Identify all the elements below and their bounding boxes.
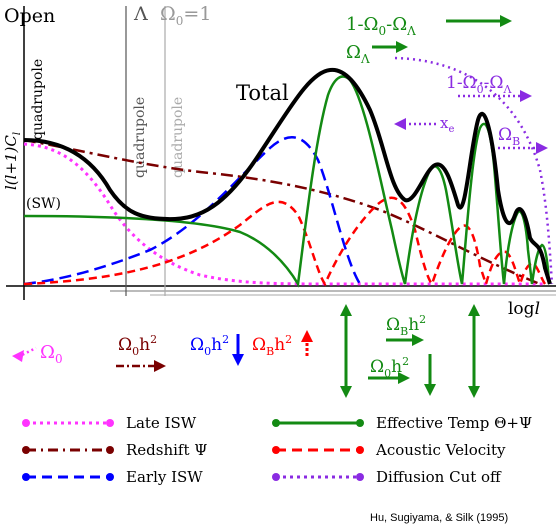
xe-arrowhead (394, 118, 406, 130)
legend-label-4: Effective Temp Θ+Ψ (376, 414, 532, 432)
quadrupole-label-omega1: quadrupole (170, 97, 186, 178)
legend-marker-6-2 (356, 473, 364, 481)
green-top-label: 1-Ω0-ΩΛ (346, 14, 416, 38)
green-double-arrow-1-top (340, 304, 352, 316)
green-double-arrow-1-bottom (340, 386, 352, 398)
legend-marker-5-2 (356, 446, 364, 454)
omegaBh2-red-arrowhead (301, 330, 313, 342)
total-curve (23, 67, 552, 285)
legend-marker-3-1 (22, 473, 30, 481)
legend-marker-2-2 (106, 446, 114, 454)
legend-label-2: Redshift Ψ (126, 441, 207, 459)
omega0h2-blue-arrowhead (232, 354, 244, 366)
legend-marker-2-1 (22, 446, 30, 454)
legend-marker-6-1 (272, 473, 280, 481)
green-top-arrowhead (500, 15, 512, 27)
early-isw-curve (23, 136, 362, 286)
sw-label: (SW) (26, 196, 61, 212)
legend-label-6: Diffusion Cut off (376, 468, 502, 486)
legend-marker-3-2 (106, 473, 114, 481)
purple-omega-b-arrowhead (536, 142, 548, 154)
citation: Hu, Sugiyama, & Silk (1995) (370, 512, 508, 524)
y-axis-label: l(l+1)Cl (2, 132, 23, 190)
quadrupole-label-lambda: quadrupole (132, 97, 148, 178)
omega0h2-green-v-arrowhead (424, 384, 436, 396)
omega-eq1-label: Ω0=1 (160, 3, 211, 28)
legend-marker-4-1 (272, 419, 280, 427)
omega0h2-green-h-arrowhead (398, 372, 410, 384)
omegaBh2-red-label: ΩBh2 (252, 333, 292, 358)
green-double-arrow-2-bottom (468, 386, 480, 398)
omega0-label: Ω0 (40, 342, 63, 366)
total-label: Total (236, 81, 289, 105)
redshift-curve (23, 138, 541, 286)
legend: Late ISW Redshift Ψ Early ISW Effective Tem… (22, 414, 532, 486)
lambda-label: Λ (133, 3, 148, 25)
omegaBh2-green-label: ΩBh2 (386, 313, 426, 338)
xe-label: xe (440, 114, 454, 135)
omega0h2-blue-label: Ω0h2 (190, 333, 229, 358)
purple-top-label: 1-Ω0-ΩΛ (446, 73, 513, 96)
omega0h2-red-arrowhead (154, 360, 166, 372)
legend-marker-1-2 (106, 419, 114, 427)
purple-top-arrowhead (520, 90, 532, 102)
purple-omega-b-label: ΩB (498, 125, 520, 148)
omega0h2-red-label: Ω0h2 (118, 333, 157, 358)
green-omega-lambda-label: ΩΛ (346, 42, 370, 66)
x-axis-label: logl (508, 299, 540, 319)
omega0h2-green-label: Ω0h2 (370, 355, 409, 380)
legend-label-1: Late ISW (126, 414, 197, 432)
legend-label-5: Acoustic Velocity (375, 441, 506, 459)
green-omega-lambda-arrowhead (396, 41, 408, 53)
late-isw-curve (23, 142, 545, 286)
quadrupole-label-open: quadrupole (30, 59, 46, 140)
diffusion-curve (394, 56, 554, 285)
legend-marker-4-2 (356, 419, 364, 427)
open-label: Open (4, 5, 55, 27)
green-double-arrow-2-top (468, 304, 480, 316)
omega0-arrow (17, 346, 37, 359)
acoustic-velocity-curve (23, 196, 547, 289)
omegaBh2-green-arrowhead (412, 334, 424, 346)
legend-marker-1-1 (22, 419, 30, 427)
legend-marker-5-1 (272, 446, 280, 454)
legend-label-3: Early ISW (126, 468, 203, 486)
